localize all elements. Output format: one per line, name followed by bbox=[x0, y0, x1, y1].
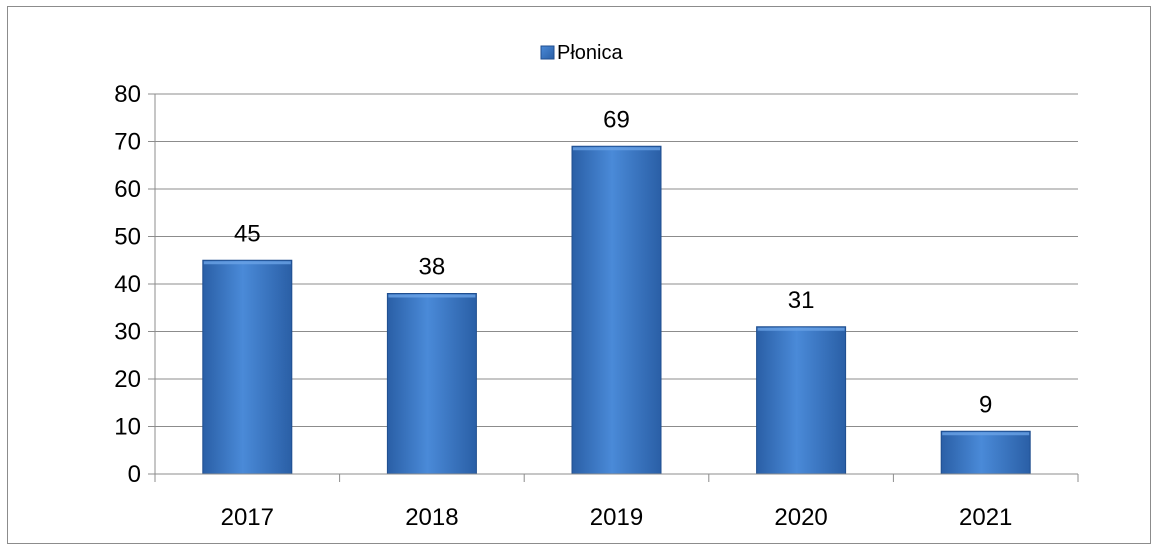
y-tick-label: 10 bbox=[114, 414, 141, 441]
bar-2019 bbox=[571, 145, 662, 475]
bar-cap-2021 bbox=[942, 432, 1030, 436]
data-label-2017: 45 bbox=[234, 220, 261, 247]
y-tick-label: 80 bbox=[114, 81, 141, 108]
bar-2020 bbox=[756, 326, 847, 475]
y-tick-label: 60 bbox=[114, 176, 141, 203]
data-label-2019: 69 bbox=[603, 106, 630, 133]
x-tick-label-2021: 2021 bbox=[959, 504, 1012, 531]
data-label-2018: 38 bbox=[419, 254, 446, 281]
legend: Płonica bbox=[540, 42, 623, 64]
bar-2017 bbox=[202, 259, 293, 475]
bar-2018 bbox=[386, 293, 477, 475]
x-tick-label-2018: 2018 bbox=[405, 504, 458, 531]
data-label-2021: 9 bbox=[979, 391, 992, 418]
y-tick-label: 20 bbox=[114, 366, 141, 393]
bars bbox=[202, 145, 1031, 475]
bar-cap-2017 bbox=[203, 261, 291, 265]
y-tick-label: 30 bbox=[114, 319, 141, 346]
data-labels: 45 38 69 31 9 bbox=[234, 106, 992, 418]
x-axis: 2017 2018 2019 2020 2021 bbox=[154, 473, 1079, 531]
y-tick-label: 0 bbox=[128, 461, 141, 488]
legend-swatch-plonica bbox=[540, 45, 555, 60]
y-axis: 0 10 20 30 40 50 60 70 80 bbox=[114, 81, 156, 488]
bar-cap-2020 bbox=[757, 327, 845, 331]
y-tick-label: 40 bbox=[114, 271, 141, 298]
bar-cap-2019 bbox=[573, 147, 660, 151]
x-tick-label-2020: 2020 bbox=[774, 504, 827, 531]
x-tick-label-2019: 2019 bbox=[590, 504, 643, 531]
y-tick-label: 70 bbox=[114, 129, 141, 156]
x-tick-label-2017: 2017 bbox=[221, 504, 274, 531]
legend-label-plonica: Płonica bbox=[557, 42, 623, 64]
bar-cap-2018 bbox=[388, 294, 476, 298]
y-tick-label: 50 bbox=[114, 224, 141, 251]
bar-2021 bbox=[940, 430, 1031, 475]
data-label-2020: 31 bbox=[788, 287, 815, 314]
